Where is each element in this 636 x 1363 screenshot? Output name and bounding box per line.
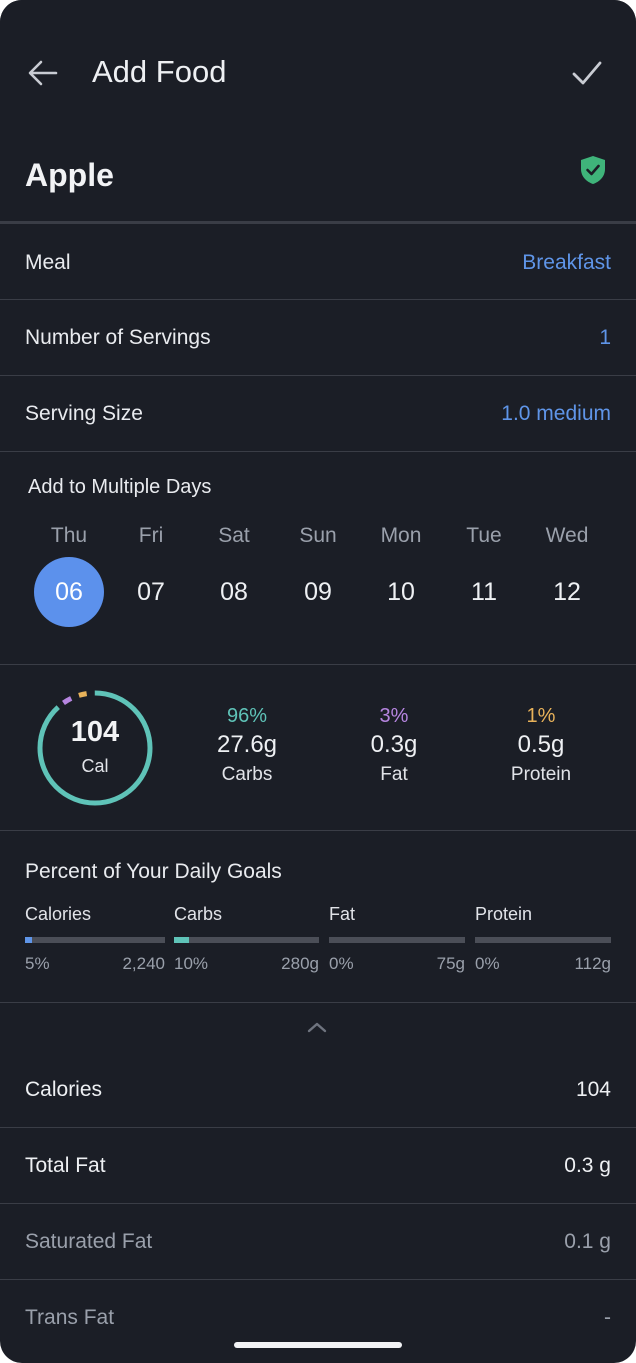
- protein-amount: 0.5g: [517, 731, 565, 758]
- food-title-row: Apple: [0, 145, 636, 221]
- goal-bar-calories: [25, 937, 165, 943]
- protein-label: Protein: [510, 764, 572, 785]
- day-name-sun: Sun: [299, 524, 337, 547]
- day-button-08[interactable]: 08: [220, 578, 248, 606]
- day-button-06[interactable]: 06: [34, 557, 104, 627]
- row-divider: [0, 375, 636, 376]
- day-name-mon: Mon: [380, 524, 422, 547]
- goal-label-protein: Protein: [475, 904, 533, 924]
- goal-total-fat: 75g: [436, 954, 465, 973]
- goal-label-calories: Calories: [25, 904, 92, 924]
- goal-percent-protein: 0%: [475, 954, 500, 973]
- day-button-12[interactable]: 12: [553, 578, 581, 606]
- meal-value[interactable]: Breakfast: [522, 251, 611, 274]
- shield-check-icon: [581, 156, 605, 184]
- goal-total-protein: 112g: [574, 954, 611, 973]
- goal-bar-protein: [475, 937, 611, 943]
- top-app-bar: Add Food: [0, 0, 636, 145]
- goal-bar-fat: [329, 937, 465, 943]
- serving-size-value[interactable]: 1.0 medium: [501, 402, 611, 425]
- protein-percent: 1%: [526, 705, 556, 727]
- nutrition-label-saturated-fat: Saturated Fat: [25, 1230, 153, 1253]
- day-button-10[interactable]: 10: [387, 578, 415, 606]
- goal-percent-carbs: 10%: [174, 954, 209, 973]
- fat-percent: 3%: [379, 705, 409, 727]
- meal-label: Meal: [25, 251, 71, 274]
- fat-amount: 0.3g: [370, 731, 418, 758]
- calorie-total: 104: [70, 716, 120, 748]
- checkmark-icon[interactable]: [570, 56, 604, 90]
- nutrition-value-calories: 104: [575, 1078, 611, 1101]
- goal-percent-fat: 0%: [329, 954, 354, 973]
- nutrition-label-trans-fat: Trans Fat: [25, 1306, 115, 1329]
- serving-size-label: Serving Size: [25, 402, 143, 425]
- goal-total-calories: 2,240: [122, 954, 165, 973]
- daily-goals-title: Percent of Your Daily Goals: [25, 860, 282, 883]
- day-name-fri: Fri: [138, 524, 164, 547]
- row-divider: [0, 299, 636, 300]
- fat-label: Fat: [380, 764, 408, 785]
- row-divider: [0, 1279, 636, 1280]
- calorie-unit: Cal: [81, 756, 109, 776]
- day-name-thu: Thu: [50, 524, 88, 547]
- carbs-label: Carbs: [221, 764, 273, 785]
- day-button-07[interactable]: 07: [137, 578, 165, 606]
- servings-value[interactable]: 1: [599, 326, 611, 349]
- carbs-percent: 96%: [226, 705, 268, 727]
- section-divider: [0, 221, 636, 224]
- day-name-sat: Sat: [218, 524, 250, 547]
- section-divider: [0, 830, 636, 831]
- home-indicator[interactable]: [234, 1342, 402, 1348]
- section-divider: [0, 664, 636, 665]
- goal-label-carbs: Carbs: [174, 904, 223, 924]
- goal-bar-carbs: [174, 937, 319, 943]
- multiple-days-title: Add to Multiple Days: [28, 476, 212, 498]
- day-button-09[interactable]: 09: [304, 578, 332, 606]
- arrow-left-icon[interactable]: [26, 56, 60, 90]
- goal-bar-fill: [174, 937, 189, 943]
- row-divider: [0, 1127, 636, 1128]
- chevron-up-icon[interactable]: [306, 1020, 328, 1034]
- nutrition-value-trans-fat: -: [604, 1306, 611, 1329]
- goal-label-fat: Fat: [329, 904, 356, 924]
- servings-label: Number of Servings: [25, 326, 211, 349]
- day-button-11[interactable]: 11: [471, 578, 497, 606]
- row-divider: [0, 1203, 636, 1204]
- nutrition-value-saturated-fat: 0.1 g: [564, 1230, 611, 1253]
- food-name: Apple: [25, 157, 114, 193]
- day-name-tue: Tue: [466, 524, 502, 547]
- nutrition-label-calories: Calories: [25, 1078, 103, 1101]
- section-divider: [0, 1002, 636, 1003]
- carbs-amount: 27.6g: [216, 731, 278, 758]
- goal-total-carbs: 280g: [281, 954, 319, 973]
- day-name-wed: Wed: [545, 524, 589, 547]
- calorie-ring: [37, 690, 153, 806]
- nutrition-value-total-fat: 0.3 g: [564, 1154, 611, 1177]
- row-divider: [0, 451, 636, 452]
- page-title: Add Food: [92, 54, 227, 89]
- nutrition-label-total-fat: Total Fat: [25, 1154, 106, 1177]
- goal-percent-calories: 5%: [25, 954, 50, 973]
- goal-bar-fill: [25, 937, 32, 943]
